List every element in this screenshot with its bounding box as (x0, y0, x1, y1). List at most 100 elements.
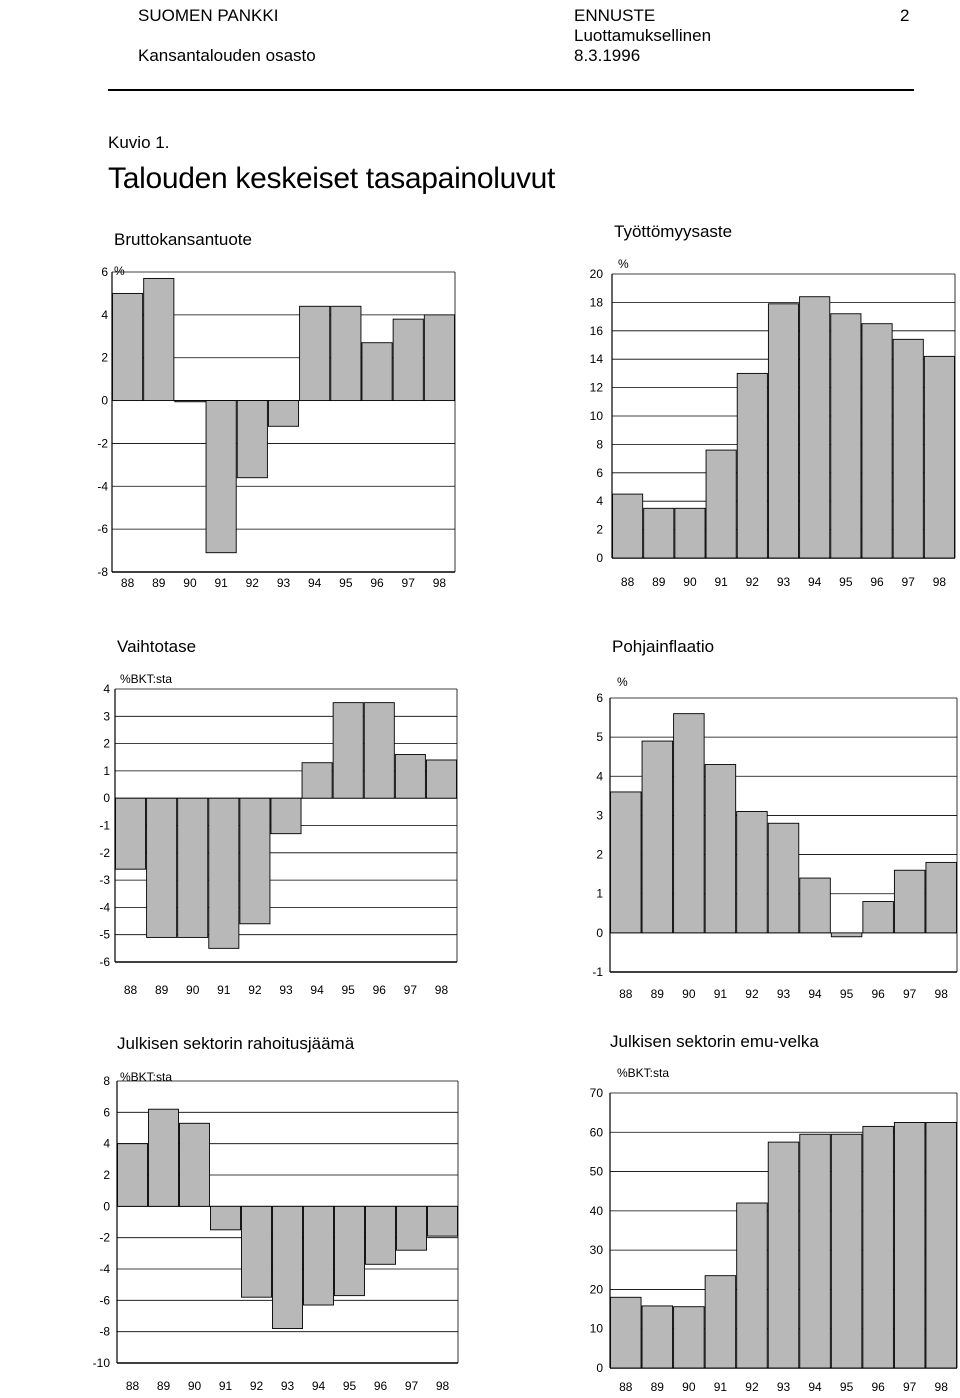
bar (423, 314, 455, 402)
x-tick-label: 97 (405, 1379, 419, 1393)
x-tick-label: 96 (370, 576, 384, 590)
bar (925, 1122, 957, 1369)
bar (267, 400, 300, 427)
y-tick-label: 30 (590, 1243, 604, 1257)
bar (205, 400, 237, 554)
y-tick-label: -4 (97, 479, 108, 493)
bar (210, 1205, 241, 1231)
y-tick-label: 50 (590, 1165, 604, 1179)
y-unit-label: % (618, 257, 629, 271)
y-tick-label: 0 (101, 394, 108, 408)
x-tick-label: 88 (121, 576, 135, 590)
chart-pohjainflaatio: Pohjainflaatio% 6 5 4 3 2 1 0 -1 88 89 90 91 92 93 94 95… (592, 637, 958, 1001)
y-tick-label: -8 (99, 1325, 110, 1339)
x-tick-label: 95 (343, 1379, 357, 1393)
bar (112, 292, 144, 402)
bar (673, 1306, 705, 1369)
x-tick-label: 95 (339, 576, 353, 590)
y-tick-label: 4 (103, 1137, 110, 1151)
y-unit-label: % (617, 675, 628, 689)
x-tick-label: 92 (746, 575, 760, 589)
bar (799, 296, 831, 559)
y-tick-label: 10 (590, 1322, 604, 1336)
bar (115, 797, 147, 870)
y-tick-label: 40 (590, 1204, 604, 1218)
x-tick-label: 88 (619, 987, 633, 1001)
x-tick-label: 92 (745, 987, 759, 1001)
y-tick-label: 20 (590, 1282, 604, 1296)
bar (704, 764, 737, 934)
bar (179, 1122, 210, 1207)
bar (923, 355, 955, 559)
x-tick-label: 89 (651, 1380, 665, 1394)
y-tick-label: -4 (99, 900, 110, 914)
chart-title: Vaihtotase (117, 637, 196, 656)
bar (330, 305, 362, 402)
y-tick-label: 4 (103, 682, 110, 696)
bar (363, 702, 395, 799)
bar (830, 313, 862, 559)
bar (830, 1133, 863, 1369)
chart-title: Pohjainflaatio (612, 637, 714, 656)
chart-title: Työttömyysaste (614, 222, 732, 241)
x-tick-label: 97 (902, 575, 916, 589)
bar (736, 372, 768, 559)
x-tick-label: 92 (250, 1379, 264, 1393)
x-tick-label: 91 (714, 987, 728, 1001)
y-tick-label: 20 (590, 267, 604, 281)
x-tick-label: 92 (745, 1380, 759, 1394)
figure-label: Kuvio 1. (108, 133, 170, 152)
x-tick-label: 89 (652, 575, 666, 589)
y-tick-label: -2 (97, 436, 108, 450)
bar (641, 740, 674, 934)
x-tick-label: 89 (651, 987, 665, 1001)
x-tick-label: 91 (217, 983, 231, 997)
bar (799, 877, 831, 934)
header-doc-type: ENNUSTE (574, 6, 656, 25)
x-tick-label: 98 (435, 983, 449, 997)
y-tick-label: -6 (99, 1293, 110, 1307)
bar (299, 305, 331, 402)
bar (117, 1143, 148, 1207)
bar (862, 1125, 894, 1369)
x-tick-label: 93 (777, 575, 791, 589)
x-tick-label: 96 (374, 1379, 388, 1393)
x-tick-label: 90 (683, 575, 697, 589)
x-tick-label: 98 (933, 575, 947, 589)
y-tick-label: 18 (590, 295, 604, 309)
bar (334, 1205, 365, 1297)
bar (799, 1133, 831, 1369)
bar (767, 1141, 800, 1369)
page-title: Talouden keskeiset tasapainoluvut (108, 162, 556, 195)
x-tick-label: 96 (870, 575, 884, 589)
x-tick-label: 91 (214, 576, 228, 590)
y-tick-label: -6 (99, 955, 110, 969)
bar (241, 1205, 272, 1298)
y-tick-label: 0 (596, 1361, 603, 1375)
bar (892, 338, 924, 559)
bar (861, 323, 893, 559)
bar (425, 759, 457, 799)
y-tick-label: 12 (590, 381, 604, 395)
y-unit-label: %BKT:sta (120, 672, 172, 686)
chart-title: Julkisen sektorin emu-velka (610, 1032, 819, 1051)
x-tick-label: 97 (903, 987, 917, 1001)
bar (925, 861, 957, 934)
y-tick-label: -4 (99, 1262, 110, 1276)
bar (239, 797, 271, 925)
header-rule (108, 89, 914, 91)
bar (365, 1205, 396, 1265)
y-tick-label: 14 (590, 352, 604, 366)
header-dept: Kansantalouden osasto (138, 46, 316, 65)
y-tick-label: 8 (103, 1074, 110, 1088)
x-tick-label: 94 (808, 1380, 822, 1394)
x-tick-label: 94 (312, 1379, 326, 1393)
x-tick-label: 91 (714, 575, 728, 589)
y-tick-label: 0 (103, 791, 110, 805)
bar (148, 1108, 179, 1207)
x-tick-label: 97 (903, 1380, 917, 1394)
chart-bruttokansantuote: Bruttokansantuote% 6 4 2 0 -2 -4 -6 -8 88 89 90 91 92… (97, 230, 456, 590)
bar (301, 762, 333, 799)
x-tick-label: 90 (186, 983, 200, 997)
